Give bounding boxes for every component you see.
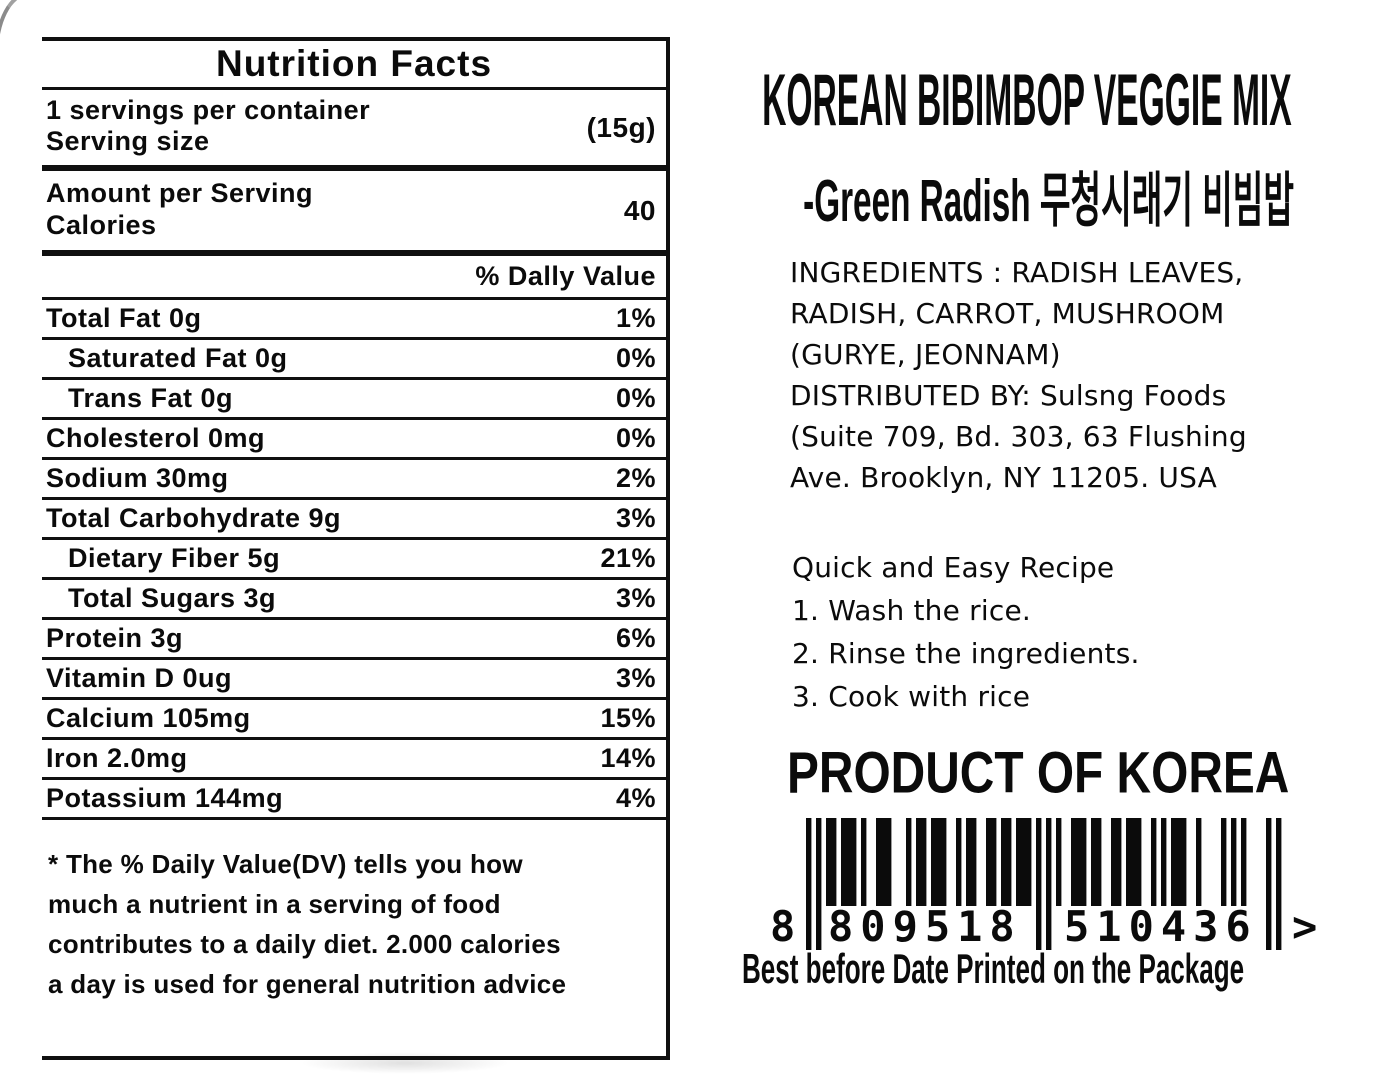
- nutrient-row: Protein 3g 6%: [42, 620, 666, 660]
- nutrient-label: Total Fat 0g: [46, 303, 202, 333]
- nutrient-label: Cholesterol 0mg: [46, 423, 266, 453]
- nutrient-row: Potassium 144mg 4%: [42, 780, 666, 820]
- recipe-heading: Quick and Easy Recipe: [792, 551, 1115, 584]
- nutrient-label: Calcium 105mg: [46, 703, 251, 733]
- footnote-line: a day is used for general nutrition advi…: [48, 969, 567, 999]
- nutrient-daily-value: 6%: [615, 623, 656, 653]
- nutrient-row: Vitamin D 0ug 3%: [42, 660, 666, 700]
- nutrient-label: Total Sugars 3g: [68, 583, 277, 613]
- barcode-right-digits: 510436: [1064, 902, 1258, 951]
- nutrient-row: Cholesterol 0mg 0%: [42, 420, 666, 460]
- country-of-origin: PRODUCT OF KOREA: [787, 741, 1290, 807]
- scan-corner-artifact: [0, 0, 40, 146]
- nutrient-daily-value: 3%: [615, 583, 656, 613]
- daily-value-header: % Dally Value: [42, 256, 666, 300]
- nutrient-daily-value: 14%: [600, 743, 656, 773]
- product-panel: KOREAN BIBIMBOP VEGGIE MIX -Green Radish…: [742, 0, 1342, 1079]
- nutrient-label: Total Carbohydrate 9g: [46, 503, 342, 533]
- ingredients-line: (GURYE, JEONNAM): [790, 338, 1061, 371]
- nutrient-daily-value: 2%: [615, 463, 656, 493]
- nutrient-label: Protein 3g: [46, 623, 184, 653]
- serving-size-label: Serving size: [46, 126, 210, 156]
- recipe-step: 2. Rinse the ingredients.: [792, 637, 1140, 670]
- nutrient-daily-value: 21%: [600, 543, 656, 573]
- barcode-lead-digit: 8: [770, 902, 803, 951]
- recipe-step: 3. Cook with rice: [792, 680, 1031, 713]
- footnote-line: contributes to a daily diet. 2.000 calor…: [48, 929, 561, 959]
- nutrient-row: Sodium 30mg 2%: [42, 460, 666, 500]
- nutrition-facts-title: Nutrition Facts: [42, 41, 666, 90]
- nutrient-label: Vitamin D 0ug: [46, 663, 233, 693]
- nutrient-label: Saturated Fat 0g: [68, 343, 288, 373]
- nutrient-daily-value: 0%: [615, 343, 656, 373]
- nutrient-row: Saturated Fat 0g 0%: [42, 340, 666, 380]
- serving-info-section: 1 servings per container Serving size (1…: [42, 90, 666, 171]
- nutrient-daily-value: 0%: [615, 423, 656, 453]
- footnote-line: much a nutrient in a serving of food: [48, 889, 501, 919]
- nutrient-label: Dietary Fiber 5g: [68, 543, 281, 573]
- serving-size-value: (15g): [586, 111, 656, 143]
- distributor-line: (Suite 709, Bd. 303, 63 Flushing: [790, 420, 1247, 453]
- barcode-left-digits: 809518: [828, 902, 1022, 951]
- nutrient-row: Calcium 105mg 15%: [42, 700, 666, 740]
- barcode: 8 809518 510436 >: [770, 818, 1317, 958]
- recipe-block: Quick and Easy Recipe 1. Wash the rice. …: [792, 546, 1140, 718]
- barcode-suffix: >: [1292, 902, 1318, 951]
- nutrient-label: Potassium 144mg: [46, 783, 284, 813]
- daily-value-footnote: * The % Daily Value(DV) tells you how mu…: [42, 820, 666, 1056]
- ingredients-line: RADISH, CARROT, MUSHROOM: [790, 297, 1225, 330]
- distributor-line: Ave. Brooklyn, NY 11205. USA: [790, 461, 1217, 494]
- nutrition-facts-panel: Nutrition Facts 1 servings per container…: [42, 37, 670, 1060]
- distributor-line: DISTRIBUTED BY: Sulsng Foods: [790, 379, 1227, 412]
- calories-value: 40: [623, 194, 656, 226]
- nutrient-label: Trans Fat 0g: [68, 383, 234, 413]
- ingredients-block: INGREDIENTS : RADISH LEAVES, RADISH, CAR…: [790, 252, 1247, 498]
- nutrient-daily-value: 0%: [615, 383, 656, 413]
- servings-per-container: 1 servings per container: [46, 95, 371, 125]
- nutrient-rows: Total Fat 0g 1% Saturated Fat 0g 0% Tran…: [42, 300, 666, 820]
- nutrient-daily-value: 1%: [615, 303, 656, 333]
- nutrient-row: Total Sugars 3g 3%: [42, 580, 666, 620]
- best-before-text: Best before Date Printed on the Package: [742, 950, 1245, 992]
- nutrient-row: Dietary Fiber 5g 21%: [42, 540, 666, 580]
- nutrient-row: Iron 2.0mg 14%: [42, 740, 666, 780]
- nutrient-daily-value: 3%: [615, 663, 656, 693]
- product-title: KOREAN BIBIMBOP VEGGIE MIX: [762, 59, 1292, 141]
- nutrient-row: Total Carbohydrate 9g 3%: [42, 500, 666, 540]
- nutrient-label: Sodium 30mg: [46, 463, 229, 493]
- calories-label: Calories: [46, 210, 157, 240]
- ingredients-line: INGREDIENTS : RADISH LEAVES,: [790, 256, 1244, 289]
- nutrient-row: Total Fat 0g 1%: [42, 300, 666, 340]
- footnote-line: * The % Daily Value(DV) tells you how: [48, 849, 523, 879]
- amount-per-serving-label: Amount per Serving: [46, 178, 314, 208]
- recipe-step: 1. Wash the rice.: [792, 594, 1031, 627]
- nutrient-daily-value: 3%: [615, 503, 656, 533]
- nutrient-row: Trans Fat 0g 0%: [42, 380, 666, 420]
- nutrient-label: Iron 2.0mg: [46, 743, 188, 773]
- product-subtitle: -Green Radish 무청시래기 비빔밥: [803, 168, 1294, 235]
- nutrient-daily-value: 15%: [600, 703, 656, 733]
- nutrient-daily-value: 4%: [615, 783, 656, 813]
- calories-section: Amount per Serving Calories 40: [42, 171, 666, 256]
